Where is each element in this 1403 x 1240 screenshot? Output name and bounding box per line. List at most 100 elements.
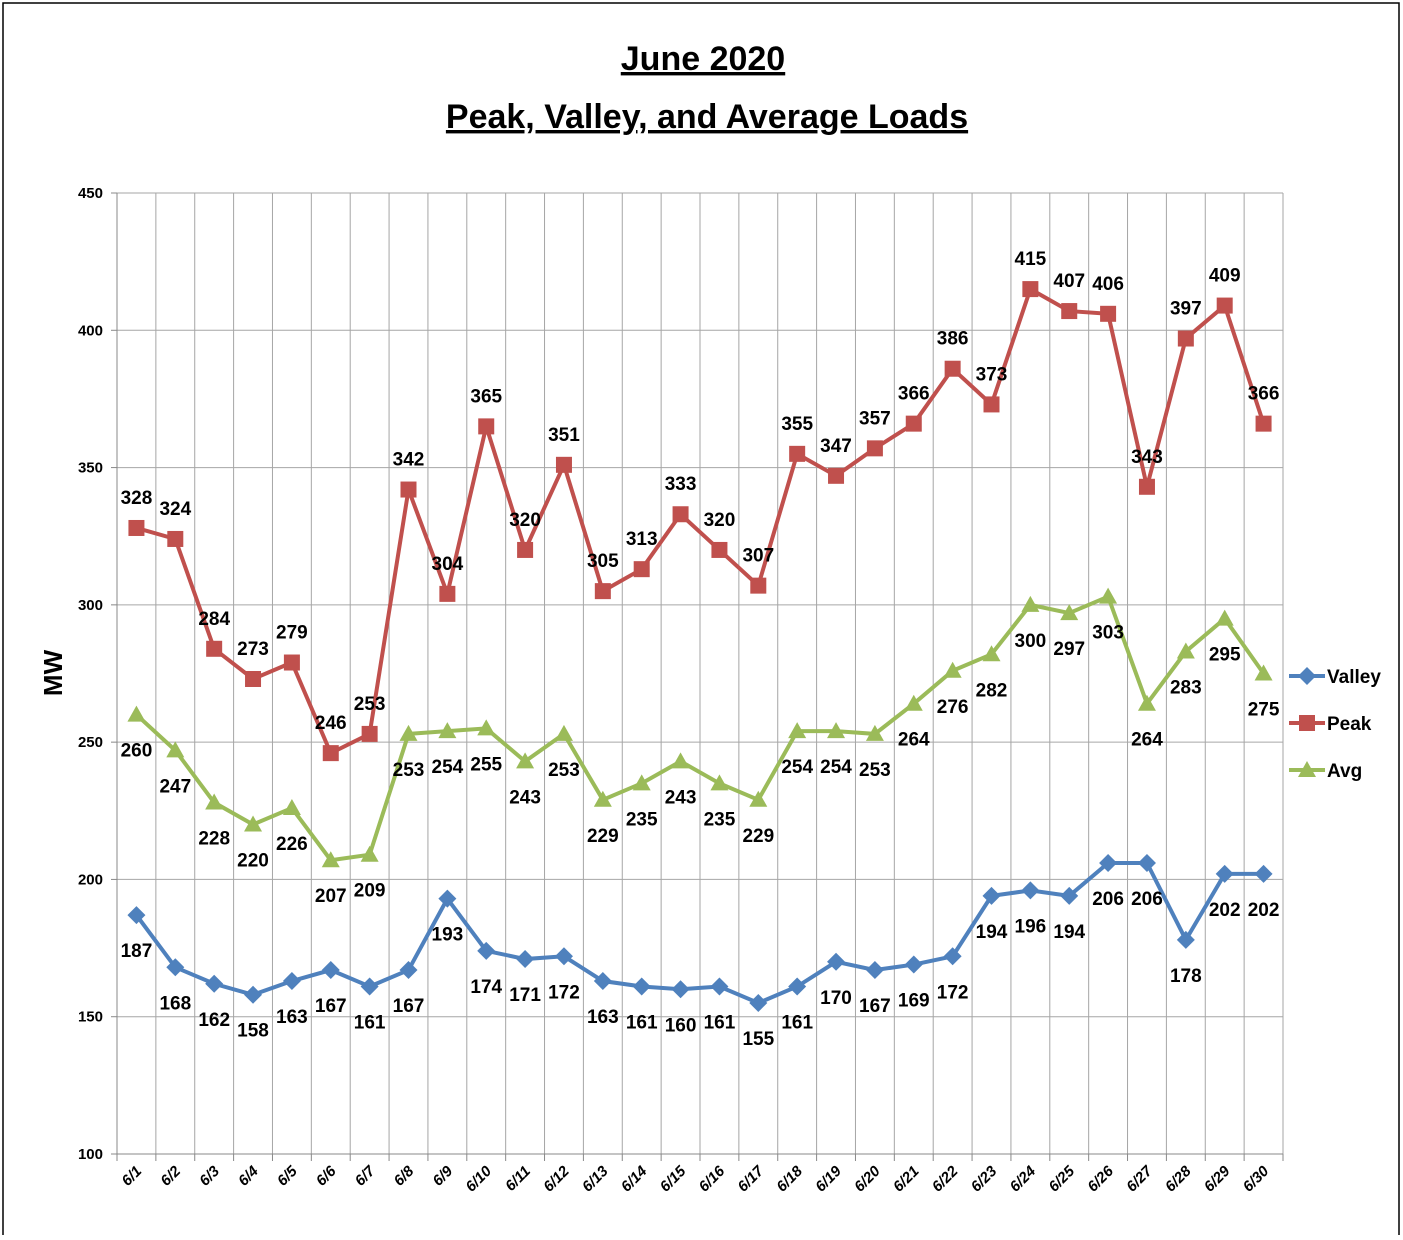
data-point — [1254, 864, 1273, 883]
data-point — [1216, 297, 1233, 314]
data-point — [983, 396, 1000, 413]
data-label: 260 — [121, 741, 153, 762]
data-label: 415 — [1015, 249, 1047, 270]
data-point — [905, 415, 922, 432]
data-point — [593, 790, 612, 807]
data-label: 297 — [1053, 639, 1085, 660]
data-point — [1137, 694, 1156, 711]
data-label: 247 — [159, 776, 191, 797]
chart-title: June 2020 — [621, 40, 785, 78]
data-label: 313 — [626, 529, 658, 550]
data-label: 170 — [820, 988, 852, 1009]
data-label: 168 — [159, 993, 191, 1014]
data-label: 243 — [509, 787, 541, 808]
series-line — [135, 593, 1266, 863]
data-point — [360, 845, 379, 862]
data-label: 194 — [976, 922, 1008, 943]
data-label: 333 — [665, 474, 697, 495]
data-point — [1060, 604, 1079, 621]
legend-label: Valley — [1327, 667, 1381, 688]
data-label: 193 — [432, 925, 464, 946]
data-label: 228 — [198, 829, 230, 850]
data-label: 226 — [276, 834, 308, 855]
data-label: 276 — [937, 697, 969, 718]
data-label: 161 — [781, 1013, 813, 1034]
data-point — [205, 974, 224, 993]
data-label: 161 — [704, 1013, 736, 1034]
data-point — [205, 793, 224, 810]
data-label: 305 — [587, 551, 619, 572]
data-label: 202 — [1248, 900, 1280, 921]
data-point — [788, 977, 807, 996]
data-label: 172 — [548, 982, 580, 1003]
data-point — [361, 725, 378, 742]
data-label: 206 — [1092, 889, 1124, 910]
data-label: 320 — [509, 510, 541, 531]
data-point — [282, 799, 301, 816]
data-point — [245, 670, 262, 687]
data-point — [827, 952, 846, 971]
data-label: 264 — [898, 730, 930, 751]
data-label: 303 — [1092, 623, 1124, 644]
data-label: 160 — [665, 1015, 697, 1036]
data-point — [206, 640, 223, 657]
data-point — [710, 977, 729, 996]
data-point — [710, 774, 729, 791]
data-label: 409 — [1209, 266, 1241, 287]
data-point — [632, 977, 651, 996]
data-label: 320 — [704, 510, 736, 531]
data-label: 187 — [121, 941, 153, 962]
data-point — [283, 654, 300, 671]
data-label: 161 — [626, 1013, 658, 1034]
data-label: 275 — [1248, 700, 1280, 721]
data-point — [321, 851, 340, 868]
data-label: 194 — [1053, 922, 1085, 943]
data-label: 235 — [626, 809, 658, 830]
data-label: 283 — [1170, 678, 1202, 699]
data-point — [1022, 281, 1039, 298]
data-point — [322, 745, 339, 762]
legend-label: Peak — [1327, 714, 1372, 735]
data-label: 163 — [587, 1007, 619, 1028]
data-label: 366 — [898, 384, 930, 405]
data-label: 295 — [1209, 645, 1241, 666]
data-label: 406 — [1092, 274, 1124, 295]
data-label: 273 — [237, 639, 269, 660]
data-point — [1099, 853, 1118, 872]
data-point — [982, 645, 1001, 662]
data-point — [167, 530, 184, 547]
legend-marker — [1298, 761, 1316, 777]
data-point — [1255, 415, 1272, 432]
data-point — [517, 541, 534, 558]
data-label: 243 — [665, 787, 697, 808]
data-point — [789, 445, 806, 462]
data-label: 206 — [1131, 889, 1163, 910]
data-label: 365 — [470, 386, 502, 407]
data-point — [127, 906, 146, 925]
data-label: 347 — [820, 436, 852, 457]
data-label: 342 — [393, 450, 425, 471]
data-point — [439, 585, 456, 602]
data-label: 207 — [315, 886, 347, 907]
y-tick-label: 150 — [78, 1009, 103, 1026]
data-point — [244, 985, 263, 1004]
data-label: 163 — [276, 1007, 308, 1028]
data-label: 343 — [1131, 447, 1163, 468]
data-label: 300 — [1015, 631, 1047, 652]
data-label: 167 — [315, 996, 347, 1017]
legend-marker — [1298, 667, 1316, 685]
data-label: 307 — [742, 546, 774, 567]
data-point — [904, 955, 923, 974]
y-tick-label: 100 — [78, 1146, 103, 1163]
data-point — [750, 577, 767, 594]
data-point — [128, 519, 145, 536]
data-point — [1254, 664, 1273, 681]
data-point — [438, 722, 457, 739]
data-label: 246 — [315, 713, 347, 734]
data-point — [711, 541, 728, 558]
data-point — [1137, 853, 1156, 872]
data-point — [827, 722, 846, 739]
data-label: 351 — [548, 425, 580, 446]
data-point — [244, 815, 263, 832]
